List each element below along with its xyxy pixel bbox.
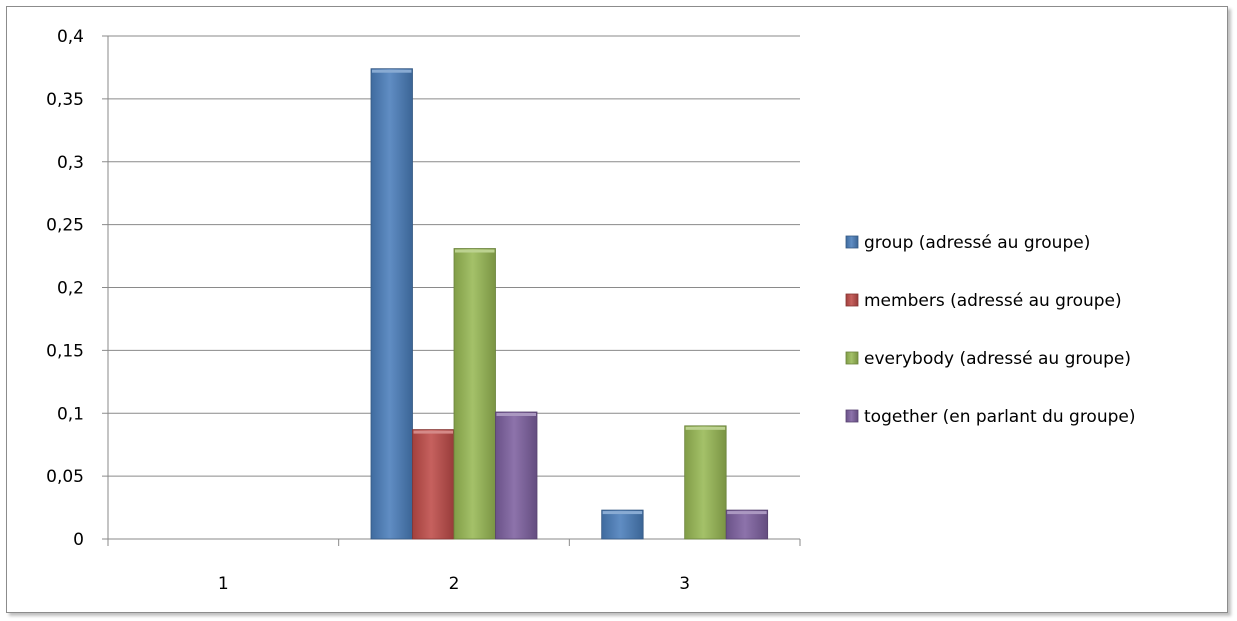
bar-highlight: [372, 69, 412, 73]
y-tick-label: 0,4: [57, 27, 84, 47]
legend-swatch: [845, 293, 859, 307]
x-tick-label: 2: [449, 574, 460, 594]
legend-label: everybody (adressé au groupe): [864, 349, 1131, 369]
bar-highlight: [496, 412, 536, 416]
bar: [725, 509, 769, 540]
y-tick-label: 0,35: [46, 90, 84, 110]
x-tick-label: 1: [218, 574, 229, 594]
legend-label: group (adressé au groupe): [864, 233, 1090, 253]
bar: [370, 68, 413, 540]
legend: group (adressé au groupe) members (adress…: [845, 233, 1136, 427]
bar-highlight: [602, 511, 643, 515]
bars: [370, 68, 769, 540]
legend-swatch: [845, 409, 859, 423]
bar-highlight: [727, 511, 767, 515]
x-tick-label: 3: [679, 574, 690, 594]
y-tick-label: 0,05: [46, 467, 84, 487]
bar: [453, 248, 496, 540]
y-tick-label: 0,3: [57, 153, 84, 173]
y-tick-label: 0,2: [57, 279, 84, 299]
legend-swatch: [845, 351, 859, 365]
bar: [601, 509, 644, 540]
bar: [684, 425, 727, 540]
bar-highlight: [685, 426, 726, 430]
y-tick-label: 0,15: [46, 341, 84, 361]
tick-labels: 0 0,05 0,1 0,15 0,2 0,25 0,3 0,35 0,4 1 2 3: [46, 27, 690, 594]
bar-highlight: [413, 430, 453, 434]
bar: [495, 411, 538, 540]
legend-label: members (adressé au groupe): [864, 291, 1122, 311]
legend-label: together (en parlant du groupe): [864, 407, 1136, 427]
legend-swatch: [845, 235, 859, 249]
y-tick-label: 0: [73, 530, 84, 550]
y-tick-label: 0,25: [46, 216, 84, 236]
bar: [412, 429, 455, 540]
bar-highlight: [455, 249, 495, 253]
y-tick-label: 0,1: [57, 404, 84, 424]
